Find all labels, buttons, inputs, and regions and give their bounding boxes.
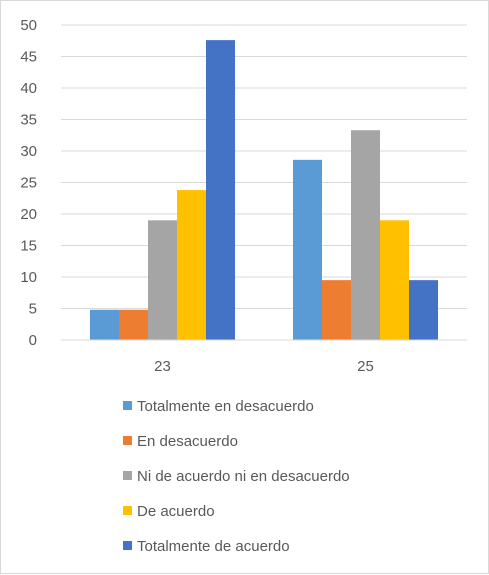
y-tick-label: 45: [20, 49, 37, 66]
legend-swatch: [123, 541, 132, 550]
bar: [351, 130, 380, 340]
y-tick-label: 15: [20, 238, 37, 255]
y-tick-label: 5: [29, 301, 37, 318]
legend-swatch: [123, 436, 132, 445]
y-axis-ticks: 0 5 10 15 20 25 30 35 40 45 50: [20, 17, 37, 349]
legend-label: De acuerdo: [137, 503, 215, 520]
bar: [293, 159, 322, 340]
bars: [90, 40, 438, 341]
legend-swatch: [123, 471, 132, 480]
x-tick-label: 23: [154, 358, 171, 375]
legend-swatch: [123, 401, 132, 410]
legend-label: Totalmente de acuerdo: [137, 538, 290, 555]
legend: Totalmente en desacuerdo En desacuerdo Ni …: [123, 398, 350, 555]
gridlines: [61, 24, 467, 309]
y-tick-label: 50: [20, 17, 37, 34]
bar: [148, 220, 177, 340]
legend-swatch: [123, 506, 132, 515]
y-tick-label: 30: [20, 143, 37, 160]
bar: [322, 280, 351, 340]
y-tick-label: 0: [29, 332, 37, 349]
x-axis-ticks: 23 25: [154, 358, 374, 375]
bar: [90, 309, 119, 340]
y-tick-label: 10: [20, 269, 37, 286]
bar: [177, 190, 206, 340]
legend-label: En desacuerdo: [137, 433, 238, 450]
y-tick-label: 35: [20, 112, 37, 129]
y-tick-label: 40: [20, 80, 37, 97]
bar: [119, 309, 148, 340]
y-tick-label: 20: [20, 206, 37, 223]
bar: [409, 280, 438, 340]
legend-label: Totalmente en desacuerdo: [137, 398, 314, 415]
x-tick-label: 25: [357, 358, 374, 375]
bar: [206, 40, 235, 341]
legend-label: Ni de acuerdo ni en desacuerdo: [137, 468, 350, 485]
bar: [380, 220, 409, 340]
y-tick-label: 25: [20, 175, 37, 192]
